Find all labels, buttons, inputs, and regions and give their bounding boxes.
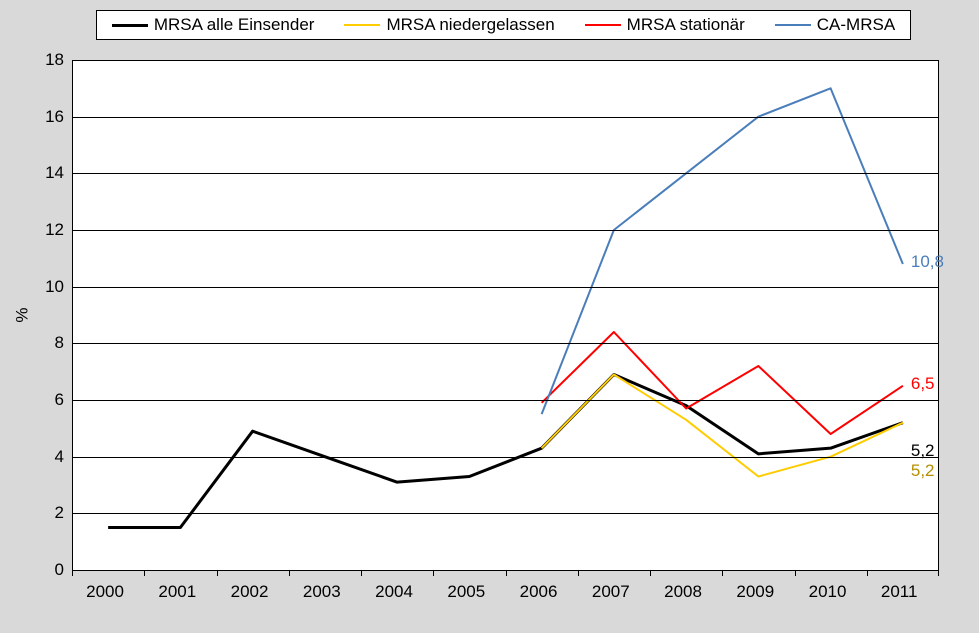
legend-label: CA-MRSA <box>817 15 895 35</box>
x-tick <box>938 570 939 576</box>
x-tick-label: 2011 <box>881 582 918 602</box>
plot-area <box>72 60 939 570</box>
legend-swatch <box>585 24 621 26</box>
y-tick-label: 12 <box>45 220 64 240</box>
x-tick-label: 2005 <box>447 582 485 602</box>
legend-item: MRSA stationär <box>585 15 745 35</box>
gridline-h <box>72 513 939 514</box>
x-tick-label: 2007 <box>592 582 630 602</box>
y-tick-label: 6 <box>55 390 64 410</box>
x-tick-label: 2006 <box>520 582 558 602</box>
legend-label: MRSA stationär <box>627 15 745 35</box>
legend-swatch <box>344 24 380 26</box>
gridline-v <box>433 570 434 576</box>
gridline-v <box>289 570 290 576</box>
gridline-h <box>72 400 939 401</box>
series-end-label: 5,2 <box>911 441 935 461</box>
y-tick-label: 4 <box>55 447 64 467</box>
y-tick-label: 16 <box>45 107 64 127</box>
legend-label: MRSA niedergelassen <box>386 15 554 35</box>
gridline-v <box>650 570 651 576</box>
legend: MRSA alle Einsender MRSA niedergelassen MR… <box>96 10 911 40</box>
plot-border-left <box>72 60 73 570</box>
gridline-v <box>217 570 218 576</box>
gridline-h <box>72 60 939 61</box>
x-tick-label: 2000 <box>86 582 124 602</box>
plot-border-right <box>938 60 939 570</box>
x-tick-label: 2008 <box>664 582 702 602</box>
legend-item: CA-MRSA <box>775 15 895 35</box>
gridline-h <box>72 457 939 458</box>
gridline-h <box>72 230 939 231</box>
x-tick <box>72 570 73 576</box>
legend-item: MRSA alle Einsender <box>112 15 315 35</box>
gridline-v <box>795 570 796 576</box>
gridline-h <box>72 173 939 174</box>
x-tick-label: 2001 <box>158 582 196 602</box>
series-line <box>542 375 903 477</box>
y-tick-label: 8 <box>55 333 64 353</box>
series-end-label: 5,2 <box>911 461 935 481</box>
legend-item: MRSA niedergelassen <box>344 15 554 35</box>
gridline-v <box>144 570 145 576</box>
y-tick-label: 14 <box>45 163 64 183</box>
y-axis-label: % <box>13 307 33 322</box>
gridline-v <box>722 570 723 576</box>
legend-label: MRSA alle Einsender <box>154 15 315 35</box>
legend-swatch <box>775 24 811 26</box>
y-tick-label: 2 <box>55 503 64 523</box>
mrsa-line-chart: MRSA alle Einsender MRSA niedergelassen MR… <box>0 0 979 633</box>
series-line <box>542 88 903 414</box>
series-lines <box>72 60 939 572</box>
gridline-v <box>506 570 507 576</box>
x-tick-label: 2009 <box>736 582 774 602</box>
y-tick-label: 0 <box>55 560 64 580</box>
gridline-h <box>72 343 939 344</box>
series-end-label: 6,5 <box>911 374 935 394</box>
x-tick-label: 2004 <box>375 582 413 602</box>
x-tick-label: 2002 <box>231 582 269 602</box>
y-tick-label: 18 <box>45 50 64 70</box>
gridline-h <box>72 117 939 118</box>
gridline-h <box>72 287 939 288</box>
gridline-v <box>578 570 579 576</box>
gridline-v <box>361 570 362 576</box>
y-tick-label: 10 <box>45 277 64 297</box>
series-end-label: 10,8 <box>911 252 944 272</box>
gridline-v <box>867 570 868 576</box>
series-line <box>108 375 903 528</box>
x-tick-label: 2003 <box>303 582 341 602</box>
x-tick-label: 2010 <box>809 582 847 602</box>
series-line <box>542 332 903 434</box>
legend-swatch <box>112 24 148 27</box>
